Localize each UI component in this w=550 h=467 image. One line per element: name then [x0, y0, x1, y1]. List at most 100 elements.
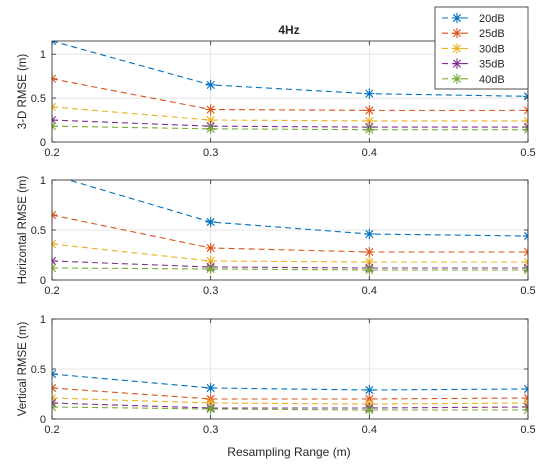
series-line: [66, 180, 528, 237]
series-line: [52, 78, 528, 111]
x-tick-label: 0.2: [44, 147, 59, 159]
series-40dB: [52, 262, 528, 276]
data-point: [52, 401, 58, 413]
y-tick-label: 0.5: [31, 225, 46, 237]
y-tick-label: 1: [40, 175, 46, 187]
data-point: [522, 397, 528, 409]
y-tick-label: 0.5: [31, 364, 46, 376]
x-tick-label: 0.2: [44, 285, 59, 297]
legend-entry-20dB: 20dB: [442, 12, 505, 25]
x-tick-label: 0.3: [203, 285, 218, 297]
data-point: [522, 105, 528, 116]
x-tick-label: 0.4: [362, 424, 377, 436]
series-25dB: [52, 209, 528, 258]
data-point: [205, 123, 216, 135]
data-point: [522, 230, 528, 242]
data-point: [522, 256, 528, 268]
series-30dB: [52, 238, 528, 268]
series-20dB: [52, 180, 528, 242]
x-axis-label: Resampling Range (m): [227, 445, 350, 459]
series-20dB: [52, 368, 528, 396]
legend-marker: [451, 73, 463, 84]
x-tick-label: 0.4: [362, 147, 377, 159]
data-point: [52, 41, 58, 47]
data-point: [364, 88, 375, 99]
legend-entry-25dB: 25dB: [442, 28, 505, 40]
legend-marker: [451, 58, 463, 69]
legend-entry-30dB: 30dB: [442, 43, 505, 55]
plot-panels: 0.2 0.3 0.4 0.500.513-D RMSE (m)0.2 0.3 0.4 0.…: [17, 40, 536, 436]
legend-entry-35dB: 35dB: [442, 58, 505, 71]
legend-box: [434, 6, 529, 90]
legend-marker: [451, 12, 463, 24]
y-tick-label: 0.5: [31, 93, 46, 105]
series-line: [52, 41, 528, 97]
y-axis-label: Horizontal RMSE (m): [17, 176, 29, 285]
series-20dB: [52, 41, 528, 102]
legend-entry-40dB: 40dB: [442, 73, 505, 86]
data-point: [205, 403, 216, 415]
series-line: [52, 214, 528, 253]
data-point: [52, 397, 58, 409]
ticks: [51, 179, 529, 281]
series-40dB: [52, 401, 528, 416]
data-point: [52, 382, 58, 394]
legend-label: 20dB: [479, 13, 505, 25]
data-point: [52, 114, 58, 126]
x-tick-label: 0.4: [362, 285, 377, 297]
series-25dB: [52, 73, 528, 116]
data-point: [205, 104, 216, 115]
y-tick-label: 1: [40, 314, 46, 326]
data-point: [52, 73, 58, 84]
data-point: [522, 115, 528, 127]
y-tick-label: 0: [40, 414, 46, 426]
data-point: [364, 124, 375, 135]
ticks: [51, 318, 529, 420]
legend-label: 30dB: [479, 43, 505, 55]
series-40dB: [52, 120, 528, 135]
x-tick-label: 0.3: [203, 147, 218, 159]
legend-label: 25dB: [479, 28, 505, 40]
x-tick-label: 0.5: [520, 424, 535, 436]
x-tick-label: 0.5: [520, 285, 535, 297]
data-point: [205, 242, 216, 254]
data-point: [364, 384, 375, 396]
data-point: [205, 216, 216, 228]
data-point: [52, 120, 58, 132]
data-point: [364, 228, 375, 240]
panel-3: 0.2 0.3 0.4 0.5 0 0.5 1 Vertical RMSE (m): [17, 314, 536, 436]
x-tick-label: 0.2: [44, 424, 59, 436]
data-point: [205, 263, 216, 275]
y-tick-label: 0: [40, 275, 46, 287]
data-point: [52, 255, 58, 267]
data-point: [52, 180, 53, 181]
data-point: [364, 404, 375, 416]
data-point: [522, 124, 528, 135]
axes-box: [51, 40, 529, 143]
y-tick-label: 0: [40, 137, 46, 149]
data-point: [52, 368, 58, 380]
y-tick-label: 1: [40, 49, 46, 61]
data-point: [52, 238, 58, 250]
legend: 20dB 25dB 30dB 35dB 40dB: [434, 6, 529, 90]
data-point: [364, 105, 375, 116]
data-point: [52, 262, 58, 274]
data-point: [205, 79, 216, 91]
x-tick-label: 0.3: [203, 424, 218, 436]
x-tick-label: 0.5: [520, 147, 535, 159]
legend-marker: [451, 28, 463, 39]
legend-marker: [451, 43, 463, 54]
chart-title: 4Hz: [278, 23, 299, 37]
legend-label: 40dB: [479, 74, 505, 86]
data-point: [52, 101, 58, 113]
y-axis-label: 3-D RMSE (m): [17, 54, 29, 130]
data-point: [364, 264, 375, 276]
y-axis-label: Vertical RMSE (m): [17, 322, 29, 417]
panel-2: 0.2 0.3 0.4 0.5 0 0.5 1 Horizontal RMSE (m): [17, 175, 536, 297]
data-point: [364, 246, 375, 258]
data-point: [205, 114, 216, 126]
data-point: [522, 404, 528, 416]
data-point: [522, 91, 528, 102]
data-point: [522, 264, 528, 276]
